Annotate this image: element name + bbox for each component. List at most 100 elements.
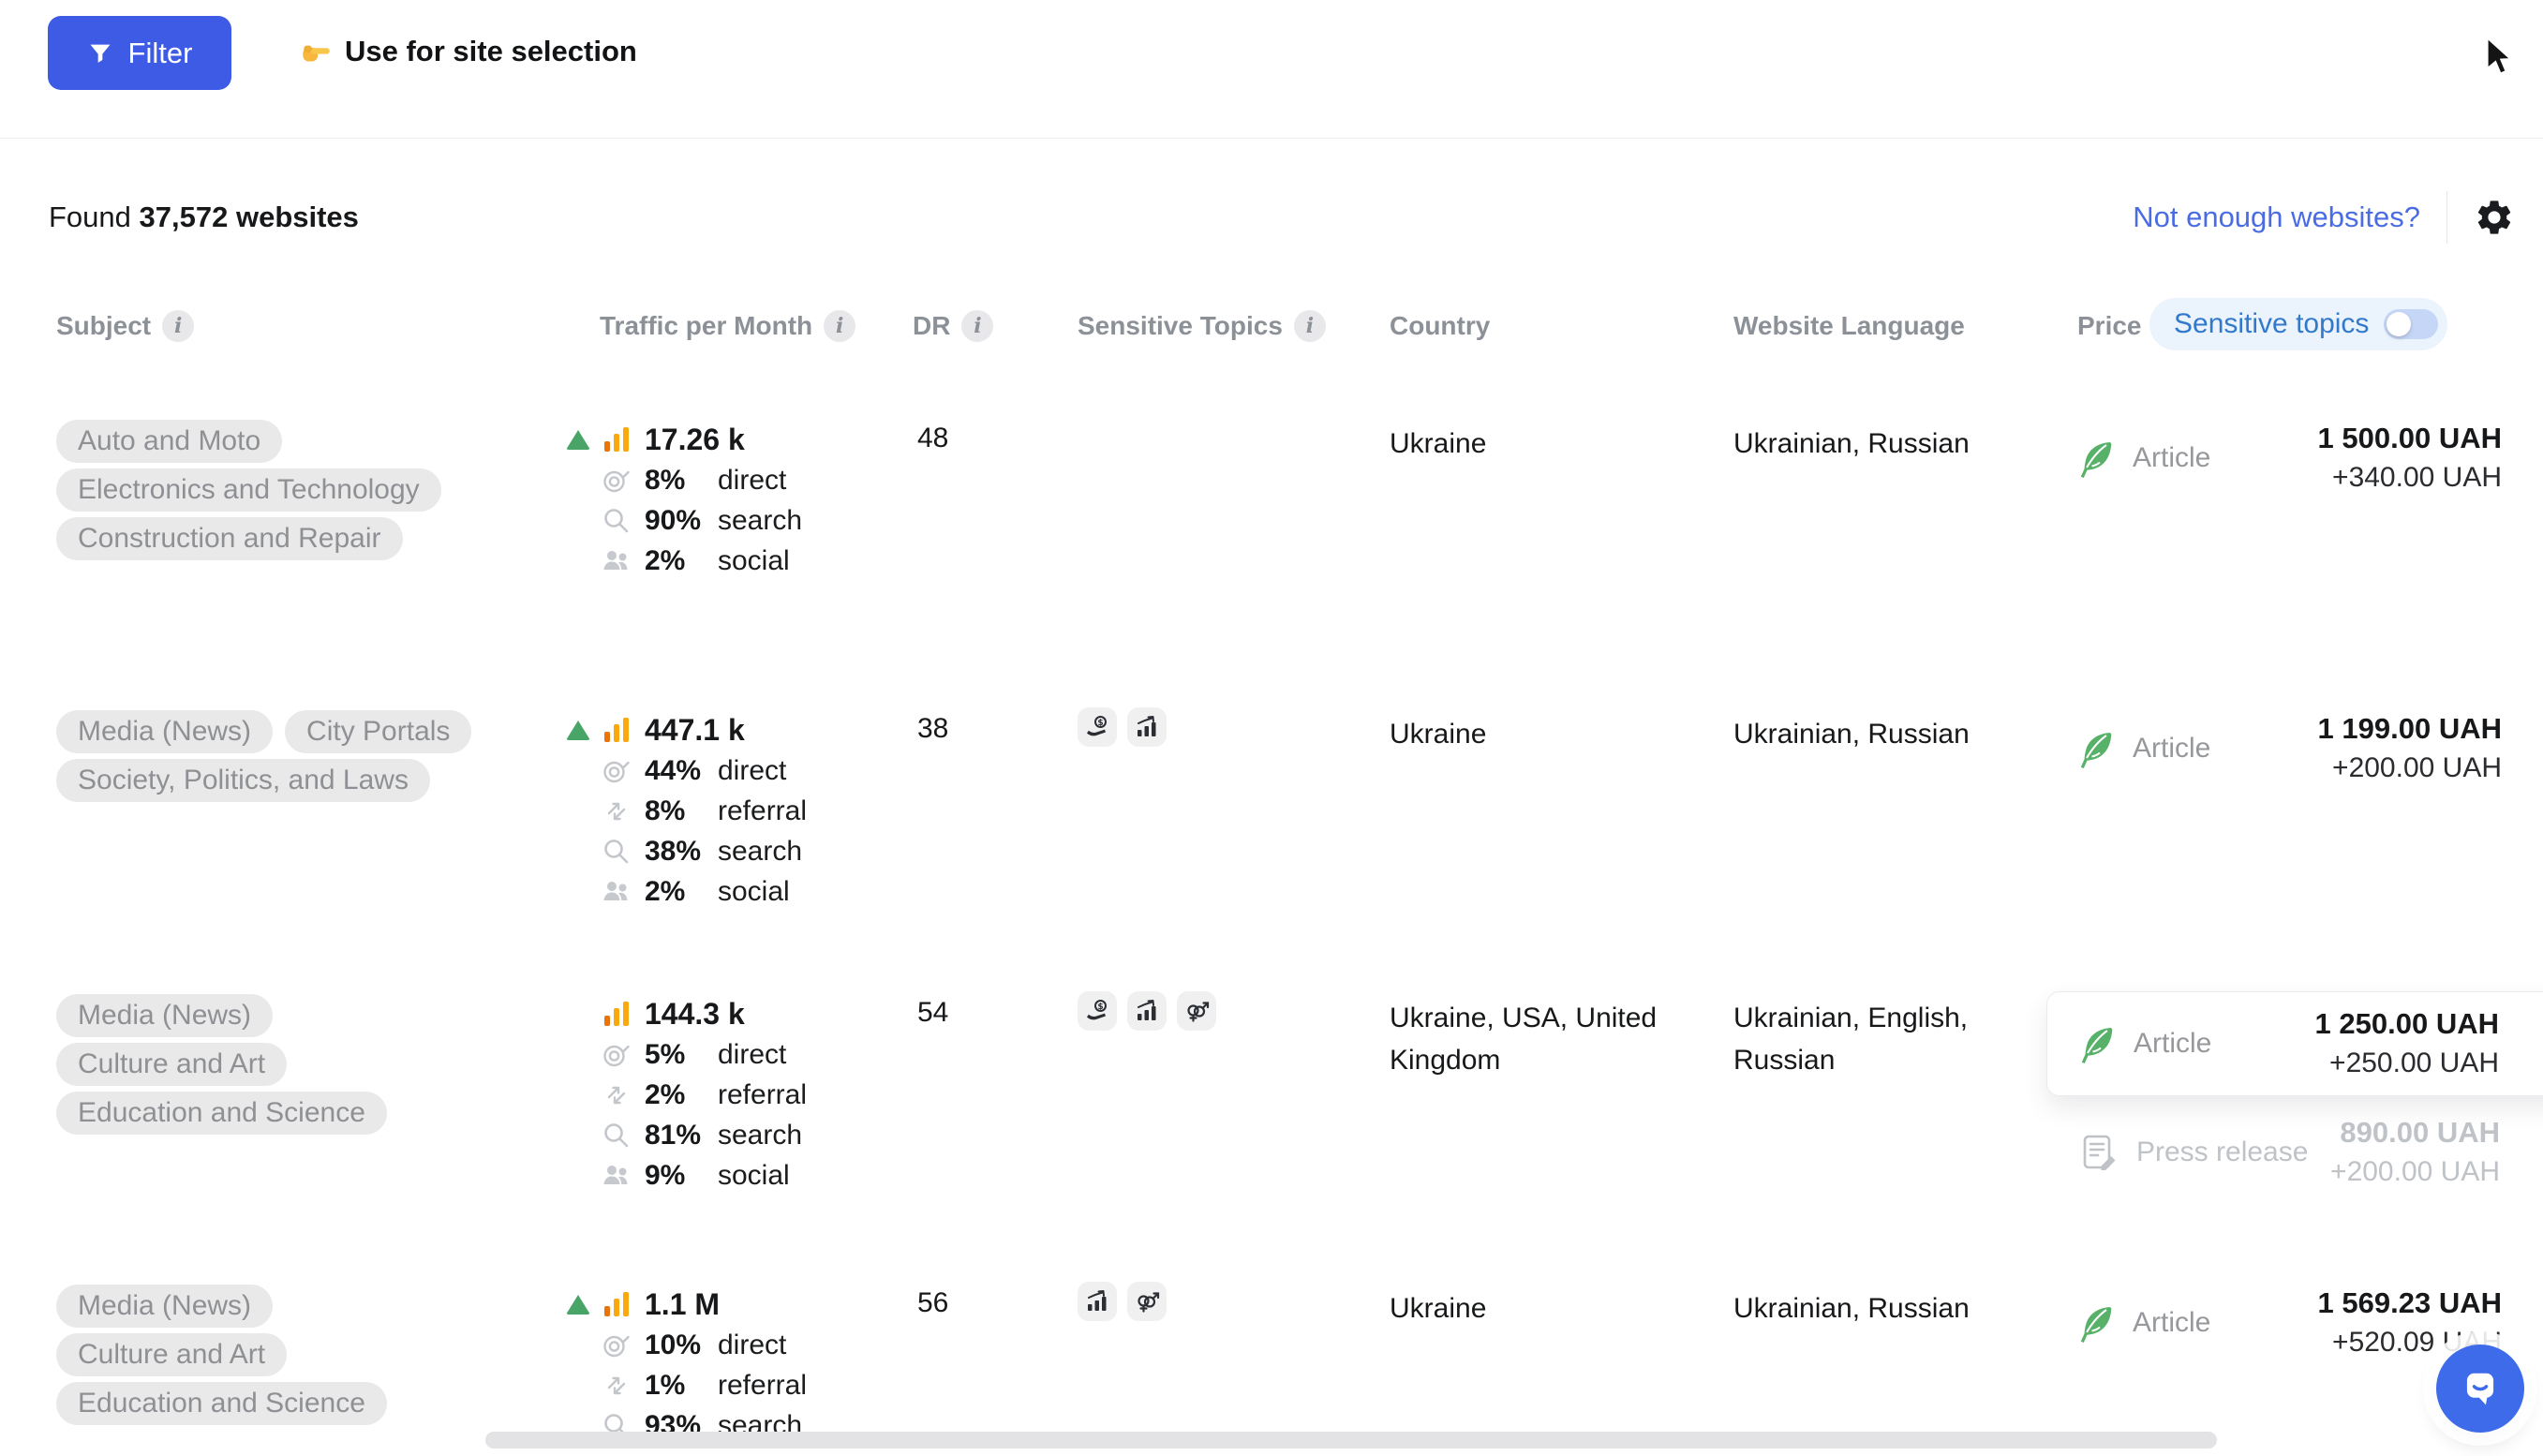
info-icon[interactable]: i (961, 310, 994, 342)
traffic-bars-icon (602, 424, 632, 454)
found-count: Found 37,572 websites (49, 201, 359, 234)
traffic-source-row: 5% direct (566, 1034, 807, 1075)
traffic-source-row: 90% search (566, 500, 802, 541)
offer-price: 1 500.00 UAH (2317, 422, 2502, 454)
search-icon (602, 506, 632, 536)
feather-icon (2075, 1302, 2116, 1344)
traffic-source-pct: 2% (645, 875, 686, 907)
toggle-switch[interactable] (2384, 309, 2439, 339)
article-offer[interactable]: Article 1 250.00 UAH +250.00 UAH (2046, 991, 2543, 1096)
search-icon (602, 837, 632, 867)
subject-tags-cell: Media (News) City Portals Society, Politic… (56, 710, 506, 802)
chat-bubble-icon (2456, 1364, 2505, 1413)
sensitive-topics-cell: $ (1078, 707, 1167, 747)
traffic-source-label: direct (718, 1329, 787, 1360)
article-offer[interactable]: Article 1 500.00 UAH +340.00 UAH (2043, 417, 2502, 499)
subject-tags-cell: Media (News) Culture and Art Education and… (56, 994, 506, 1135)
traffic-source-label: direct (718, 464, 787, 496)
subject-tag: Media (News) (56, 994, 274, 1037)
funnel-icon (87, 40, 113, 67)
traffic-source-pct: 8% (645, 464, 686, 496)
traffic-value: 1.1 M (645, 1286, 721, 1321)
press-release-offer[interactable]: Press release 890.00 UAH +200.00 UAH (2046, 1111, 2543, 1194)
not-enough-websites-link[interactable]: Not enough websites? (2133, 201, 2420, 233)
country-cell: Ukraine, USA, United Kingdom (1390, 1003, 1658, 1076)
info-icon[interactable]: i (824, 310, 856, 342)
column-header-dr: DR i (913, 307, 994, 345)
column-header-traffic: Traffic per Month i (600, 307, 856, 345)
article-offer[interactable]: Article 1 199.00 UAH +200.00 UAH (2043, 707, 2502, 790)
table-row: Media (News) City Portals Society, Politic… (0, 707, 2543, 991)
info-icon[interactable]: i (162, 310, 195, 342)
subject-tags-cell: Media (News) Culture and Art Education and… (56, 1285, 506, 1425)
traffic-source-label: referral (718, 795, 808, 826)
sensitive-topic-chip[interactable]: $ (1078, 707, 1117, 747)
info-icon[interactable]: i (1293, 310, 1326, 342)
sensitive-topic-chip[interactable] (1127, 991, 1167, 1031)
subject-tag: Culture and Art (56, 1043, 288, 1086)
subject-tag: Media (News) (56, 710, 274, 753)
offer-type-label: Press release (2136, 1137, 2309, 1167)
traffic-cell: 1.1 M 10% direct 1% referral 93% search (566, 1284, 807, 1446)
growth-icon (1134, 714, 1160, 740)
traffic-source-pct: 5% (645, 1038, 686, 1070)
horizontal-scrollbar[interactable] (485, 1432, 2217, 1449)
websites-table-body: Auto and Moto Electronics and Technology C… (0, 417, 2543, 1456)
referral-icon (602, 1371, 632, 1401)
table-row: Media (News) Culture and Art Education and… (0, 1282, 2543, 1456)
filter-button[interactable]: Filter (48, 16, 231, 90)
referral-icon (602, 796, 632, 826)
price-cell: Article 1 569.23 UAH +520.09 UAH (2043, 1282, 2502, 1364)
traffic-source-label: social (718, 544, 790, 576)
target-icon (602, 756, 632, 786)
found-label: Found (49, 201, 131, 233)
growth-icon (1084, 1288, 1110, 1315)
dr-value: 54 (917, 997, 949, 1028)
summary-actions: Not enough websites? (2133, 191, 2515, 244)
sensitive-topic-chip[interactable]: $ (1078, 991, 1117, 1031)
settings-button[interactable] (2474, 197, 2515, 238)
country-cell: Ukraine (1390, 719, 1487, 750)
offer-price-extra: +200.00 UAH (2330, 1156, 2500, 1187)
target-icon (602, 466, 632, 496)
chat-button[interactable] (2436, 1345, 2524, 1433)
site-selection-hint-label: Use for site selection (345, 35, 637, 67)
offer-price-extra: +340.00 UAH (2332, 462, 2502, 493)
traffic-source-pct: 9% (645, 1159, 686, 1191)
traffic-source-row: 38% search (566, 831, 807, 871)
column-header-subject: Subject i (56, 307, 195, 345)
svg-text:$: $ (1097, 719, 1103, 728)
traffic-value-line: 144.3 k (566, 993, 807, 1034)
traffic-source-label: social (718, 875, 790, 907)
traffic-source-row: 8% direct (566, 460, 802, 500)
subject-tag: City Portals (285, 710, 472, 753)
sensitive-topic-chip[interactable] (1127, 707, 1167, 747)
column-header-dr-label: DR (913, 311, 951, 340)
sensitive-topic-chip[interactable] (1078, 1282, 1117, 1321)
traffic-source-row: 2% social (566, 871, 807, 912)
subject-tag: Society, Politics, and Laws (56, 759, 430, 802)
offer-prices: 1 569.23 UAH +520.09 UAH (2318, 1284, 2502, 1362)
sensitive-topic-chip[interactable] (1127, 1282, 1167, 1321)
subject-tag: Construction and Repair (56, 517, 403, 560)
traffic-source-pct: 90% (645, 504, 702, 536)
traffic-source-label: search (718, 835, 803, 867)
traffic-value: 17.26 k (645, 422, 745, 456)
results-summary-bar: Found 37,572 websites Not enough website… (49, 187, 2515, 247)
column-header-sensitive-label: Sensitive Topics (1078, 311, 1283, 340)
sensitive-topic-chip[interactable] (1177, 991, 1216, 1031)
article-offer[interactable]: Article 1 569.23 UAH +520.09 UAH (2043, 1282, 2502, 1364)
sensitive-topics-toggle[interactable]: Sensitive topics (2149, 298, 2448, 350)
subject-tag: Education and Science (56, 1092, 387, 1135)
traffic-source-label: direct (718, 754, 787, 786)
money-icon: $ (1084, 714, 1110, 740)
press-release-icon (2078, 1132, 2119, 1173)
traffic-source-row: 9% social (566, 1155, 807, 1196)
column-header-language-label: Website Language (1733, 311, 1965, 340)
traffic-bars-icon (602, 1289, 632, 1319)
dating-icon (1134, 1288, 1160, 1315)
sensitive-topics-toggle-label: Sensitive topics (2174, 308, 2370, 339)
traffic-source-pct: 10% (645, 1329, 702, 1360)
money-icon: $ (1084, 998, 1110, 1024)
table-row: Auto and Moto Electronics and Technology C… (0, 417, 2543, 707)
